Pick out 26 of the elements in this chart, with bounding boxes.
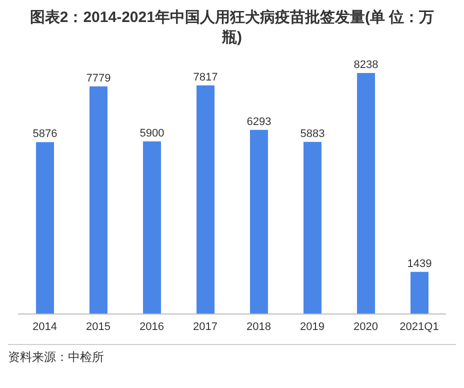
data-label: 5883 [300,128,325,140]
x-tick-label: 2019 [300,320,324,333]
bar [36,142,54,314]
bar [250,130,268,314]
bar [410,272,428,314]
data-label: 7817 [193,71,218,84]
bar [196,85,214,314]
x-tick-label: 2014 [32,320,57,333]
x-tick-label: 2017 [193,320,218,333]
text: 资料来源：中检所 [8,344,456,366]
bar [357,73,375,314]
x-tick-label: 2016 [140,320,164,333]
data-label: 6293 [246,116,272,128]
bar [143,141,161,314]
data-label: 1439 [407,258,432,270]
data-label: 7779 [86,72,111,84]
data-label: 5876 [32,128,58,140]
x-tick-label: 2021Q1 [400,320,439,333]
bar [90,86,108,314]
x-tick-label: 2018 [246,320,271,333]
x-tick-label: 2020 [354,320,378,333]
x-tick-label: 2015 [86,320,110,333]
data-label: 8238 [354,59,378,71]
chart-title: 图表2：2014-2021年中国人用狂犬病疫苗批签发量(单 位：万瓶) [28,8,436,48]
bar [304,142,322,314]
data-label: 5900 [140,127,164,140]
